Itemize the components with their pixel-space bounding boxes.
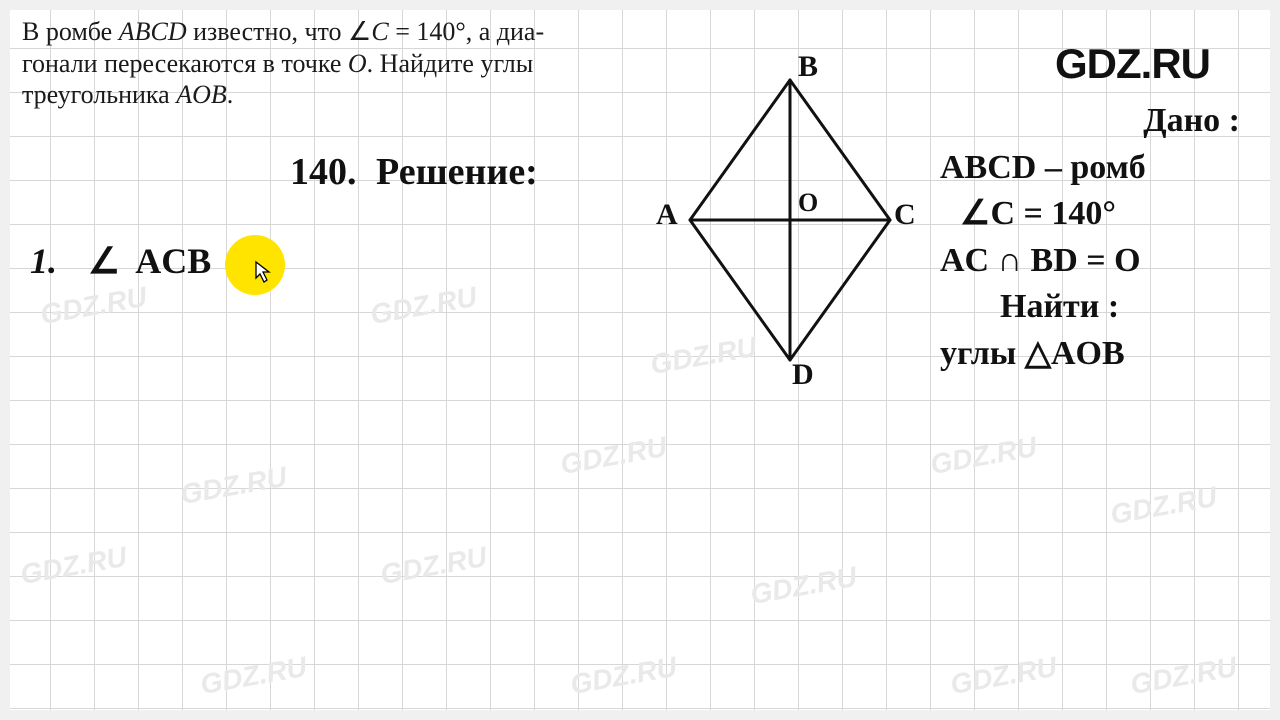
- problem-line1-a: В ромбе: [22, 17, 119, 46]
- center-label-o: O: [798, 188, 818, 218]
- hw-title-number: 140.: [290, 151, 357, 193]
- problem-line1-c: известно, что ∠: [187, 17, 372, 46]
- given-line5: Найти :: [940, 286, 1280, 329]
- problem-line2-b: O: [348, 49, 367, 78]
- hw-step1-angle: ∠: [88, 241, 120, 281]
- rhombus-svg: [670, 70, 910, 380]
- given-line3: ∠C = 140°: [940, 193, 1280, 236]
- hw-step1-prefix: 1.: [30, 241, 57, 281]
- problem-line2-c: . Найдите углы: [367, 49, 534, 78]
- site-logo: GDZ.RU: [1055, 40, 1210, 88]
- vertex-label-a: A: [656, 198, 678, 232]
- vertex-label-d: D: [792, 358, 814, 392]
- problem-line3-c: .: [227, 80, 234, 109]
- hw-title: 140. Решение:: [290, 150, 538, 194]
- problem-line3-a: треугольника: [22, 80, 176, 109]
- vertex-label-c: C: [894, 198, 916, 232]
- rhombus-diagram: A B C D O: [670, 70, 910, 370]
- hw-step1: 1. ∠ ACB: [30, 240, 211, 282]
- hw-title-word: Решение:: [376, 151, 538, 193]
- problem-line2-a: гонали пересекаются в точке: [22, 49, 348, 78]
- cursor-arrow-icon: [254, 260, 274, 290]
- given-line1: Дано :: [940, 100, 1280, 143]
- problem-text: В ромбе ABCD известно, что ∠C = 140°, а …: [22, 16, 582, 111]
- worksheet-sheet: GDZ.RUGDZ.RUGDZ.RUGDZ.RUGDZ.RUGDZ.RUGDZ.…: [10, 10, 1270, 710]
- given-line2: ABCD – ромб: [940, 147, 1280, 190]
- given-line4: AC ∩ BD = O: [940, 240, 1280, 283]
- problem-line1-b: ABCD: [119, 17, 187, 46]
- problem-line1-e: = 140°, а диа-: [389, 17, 544, 46]
- problem-line1-d: C: [371, 17, 388, 46]
- hw-step1-text: ACB: [135, 241, 211, 281]
- problem-line3-b: AOB: [176, 80, 227, 109]
- given-line6: углы △AOB: [940, 333, 1280, 376]
- vertex-label-b: B: [798, 50, 818, 84]
- given-block: Дано : ABCD – ромб ∠C = 140° AC ∩ BD = O…: [940, 100, 1280, 379]
